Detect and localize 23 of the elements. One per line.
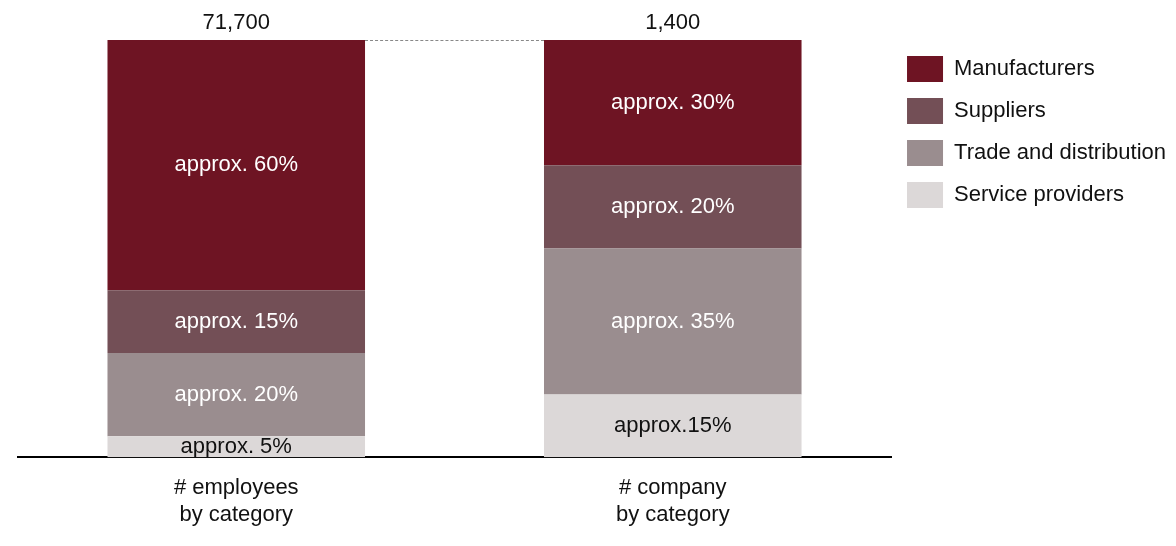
bar (544, 394, 802, 458)
data-label: approx. 20% (611, 192, 735, 218)
bar (544, 40, 802, 166)
data-label: approx.15% (614, 411, 732, 437)
data-label: approx. 15% (174, 307, 299, 333)
data-label: approx. 30% (611, 88, 735, 114)
legend-label: Suppliers (954, 97, 1046, 123)
annotation: 1,400 (645, 9, 701, 35)
bar (544, 248, 802, 395)
x-tick-label: # employees by category (173, 474, 299, 526)
data-label: approx. 60% (174, 151, 299, 177)
bar (544, 165, 802, 249)
annotation: 71,700 (202, 9, 270, 35)
bar (107, 40, 366, 291)
legend-label: Manufacturers (954, 55, 1095, 81)
bar (107, 352, 366, 437)
bar (107, 290, 366, 353)
legend-label: Service providers (954, 181, 1124, 207)
x-tick-label: # company by category (615, 474, 730, 526)
data-label: approx. 35% (611, 307, 735, 333)
data-label: approx. 20% (174, 380, 299, 406)
data-label: approx. 5% (180, 432, 292, 458)
legend-label: Trade and distribution (954, 139, 1167, 165)
